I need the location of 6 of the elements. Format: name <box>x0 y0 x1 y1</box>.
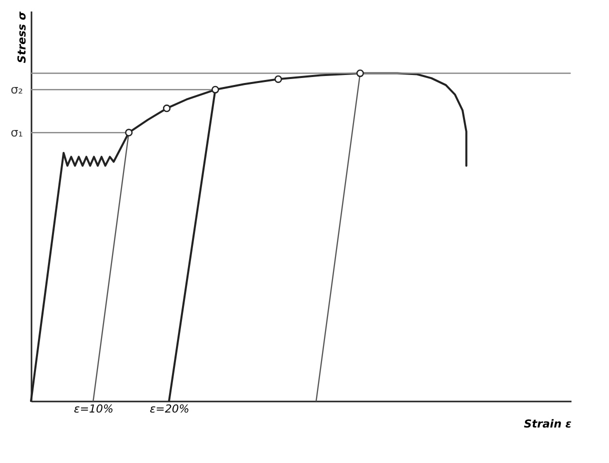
annotation: σ₂ <box>10 82 24 97</box>
x-axis-title: Strain ε <box>524 418 572 430</box>
y-axis-title: Stress σ <box>16 11 28 64</box>
annotation: σ₁ <box>10 126 24 140</box>
x-tick-label: ε=10% <box>74 402 114 416</box>
x-tick-label: ε=20% <box>150 402 190 416</box>
